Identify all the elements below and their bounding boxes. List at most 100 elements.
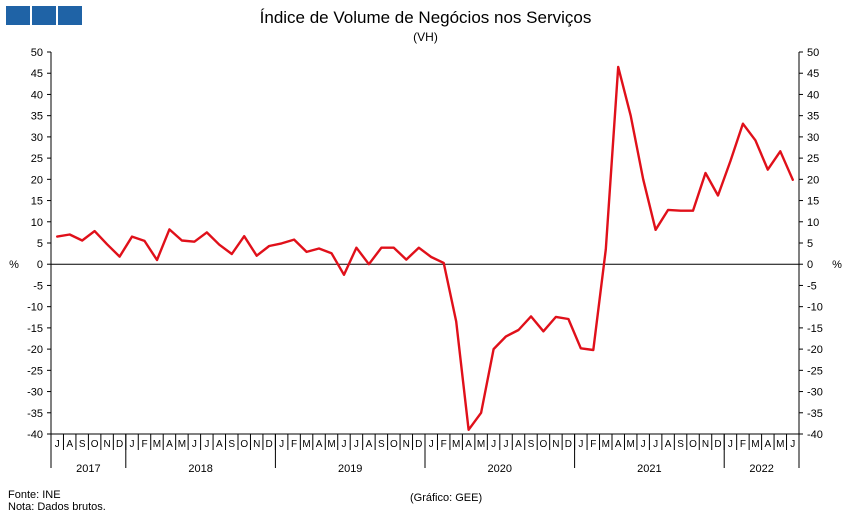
x-month-label: J (354, 439, 359, 450)
x-month-label: A (764, 439, 771, 450)
x-month-label: M (327, 439, 335, 450)
x-month-label: M (477, 439, 485, 450)
data-point (468, 429, 470, 431)
y-tick-label-right: -5 (807, 280, 817, 292)
x-month-label: S (228, 439, 235, 450)
chart-title: Índice de Volume de Negócios nos Serviço… (259, 8, 592, 27)
data-point (268, 245, 270, 247)
y-tick-label-right: 30 (807, 132, 819, 144)
x-month-label: O (689, 439, 697, 450)
y-tick-label-left: 45 (31, 68, 43, 80)
data-point (542, 330, 544, 332)
x-month-label: O (240, 439, 248, 450)
x-month-label: J (790, 439, 795, 450)
data-point (418, 247, 420, 249)
x-month-label: J (130, 439, 135, 450)
x-month-label: A (366, 439, 373, 450)
x-month-label: S (677, 439, 684, 450)
data-point (380, 247, 382, 249)
x-year-label: 2022 (749, 463, 773, 475)
x-month-label: O (540, 439, 548, 450)
data-point (767, 169, 769, 171)
y-tick-label-left: 25 (31, 153, 43, 165)
x-month-label: F (141, 439, 147, 450)
x-month-label: D (565, 439, 572, 450)
data-point (181, 239, 183, 241)
y-tick-label-left: -40 (27, 429, 43, 441)
data-point (430, 256, 432, 258)
data-point (493, 348, 495, 350)
data-point (642, 178, 644, 180)
y-tick-label-left: -30 (27, 387, 43, 399)
data-point (443, 262, 445, 264)
x-month-label: J (429, 439, 434, 450)
chart-subtitle: (VH) (413, 30, 438, 44)
y-tick-label-left: -10 (27, 302, 43, 314)
footer-credit: (Gráfico: GEE) (410, 492, 483, 504)
y-tick-label-left: -35 (27, 408, 43, 420)
x-month-label: A (166, 439, 173, 450)
data-point (792, 179, 794, 181)
x-month-label: S (528, 439, 535, 450)
y-tick-label-left: 10 (31, 217, 43, 229)
x-month-label: M (627, 439, 635, 450)
x-month-label: J (491, 439, 496, 450)
data-point (94, 230, 96, 232)
x-month-label: J (279, 439, 284, 450)
data-point (193, 241, 195, 243)
data-point (742, 123, 744, 125)
x-year-label: 2019 (338, 463, 362, 475)
y-tick-label-right: -20 (807, 344, 823, 356)
data-point (131, 236, 133, 238)
data-point (368, 263, 370, 265)
data-point (754, 139, 756, 141)
footer-note: Nota: Dados brutos. (8, 501, 106, 513)
y-tick-label-left: 0 (37, 259, 43, 271)
x-month-label: D (415, 439, 422, 450)
data-point (717, 194, 719, 196)
data-point (555, 316, 557, 318)
y-tick-label-left: -5 (33, 280, 43, 292)
data-point (405, 259, 407, 261)
data-point (168, 228, 170, 230)
data-point (293, 239, 295, 241)
x-month-label: M (602, 439, 610, 450)
x-month-label: A (66, 439, 73, 450)
x-month-label: O (390, 439, 398, 450)
x-year-label: 2020 (488, 463, 512, 475)
data-point (617, 66, 619, 68)
data-point (355, 247, 357, 249)
x-month-label: S (79, 439, 86, 450)
gee-logo (6, 6, 82, 25)
footer-source: Fonte: INE (8, 489, 61, 501)
data-point (106, 243, 108, 245)
x-month-label: J (204, 439, 209, 450)
data-point (705, 172, 707, 174)
x-month-label: A (615, 439, 622, 450)
y-tick-label-left: -20 (27, 344, 43, 356)
data-point (119, 256, 121, 258)
data-point (729, 160, 731, 162)
x-month-label: N (103, 439, 110, 450)
data-point (156, 259, 158, 261)
x-year-label: 2021 (637, 463, 661, 475)
y-tick-label-right: 50 (807, 47, 819, 59)
y-tick-label-right: 20 (807, 174, 819, 186)
x-month-label: J (55, 439, 60, 450)
x-month-label: N (702, 439, 709, 450)
x-month-label: O (91, 439, 99, 450)
data-point (218, 244, 220, 246)
data-point (692, 210, 694, 212)
y-tick-label-left: 20 (31, 174, 43, 186)
y-tick-label-right: 40 (807, 89, 819, 101)
data-point (331, 252, 333, 254)
x-month-label: J (578, 439, 583, 450)
x-month-label: A (515, 439, 522, 450)
x-month-label: D (714, 439, 721, 450)
x-month-label: J (728, 439, 733, 450)
data-point (630, 115, 632, 117)
y-tick-label-left: 30 (31, 132, 43, 144)
data-point (318, 248, 320, 250)
x-month-label: S (378, 439, 385, 450)
x-month-label: J (504, 439, 509, 450)
